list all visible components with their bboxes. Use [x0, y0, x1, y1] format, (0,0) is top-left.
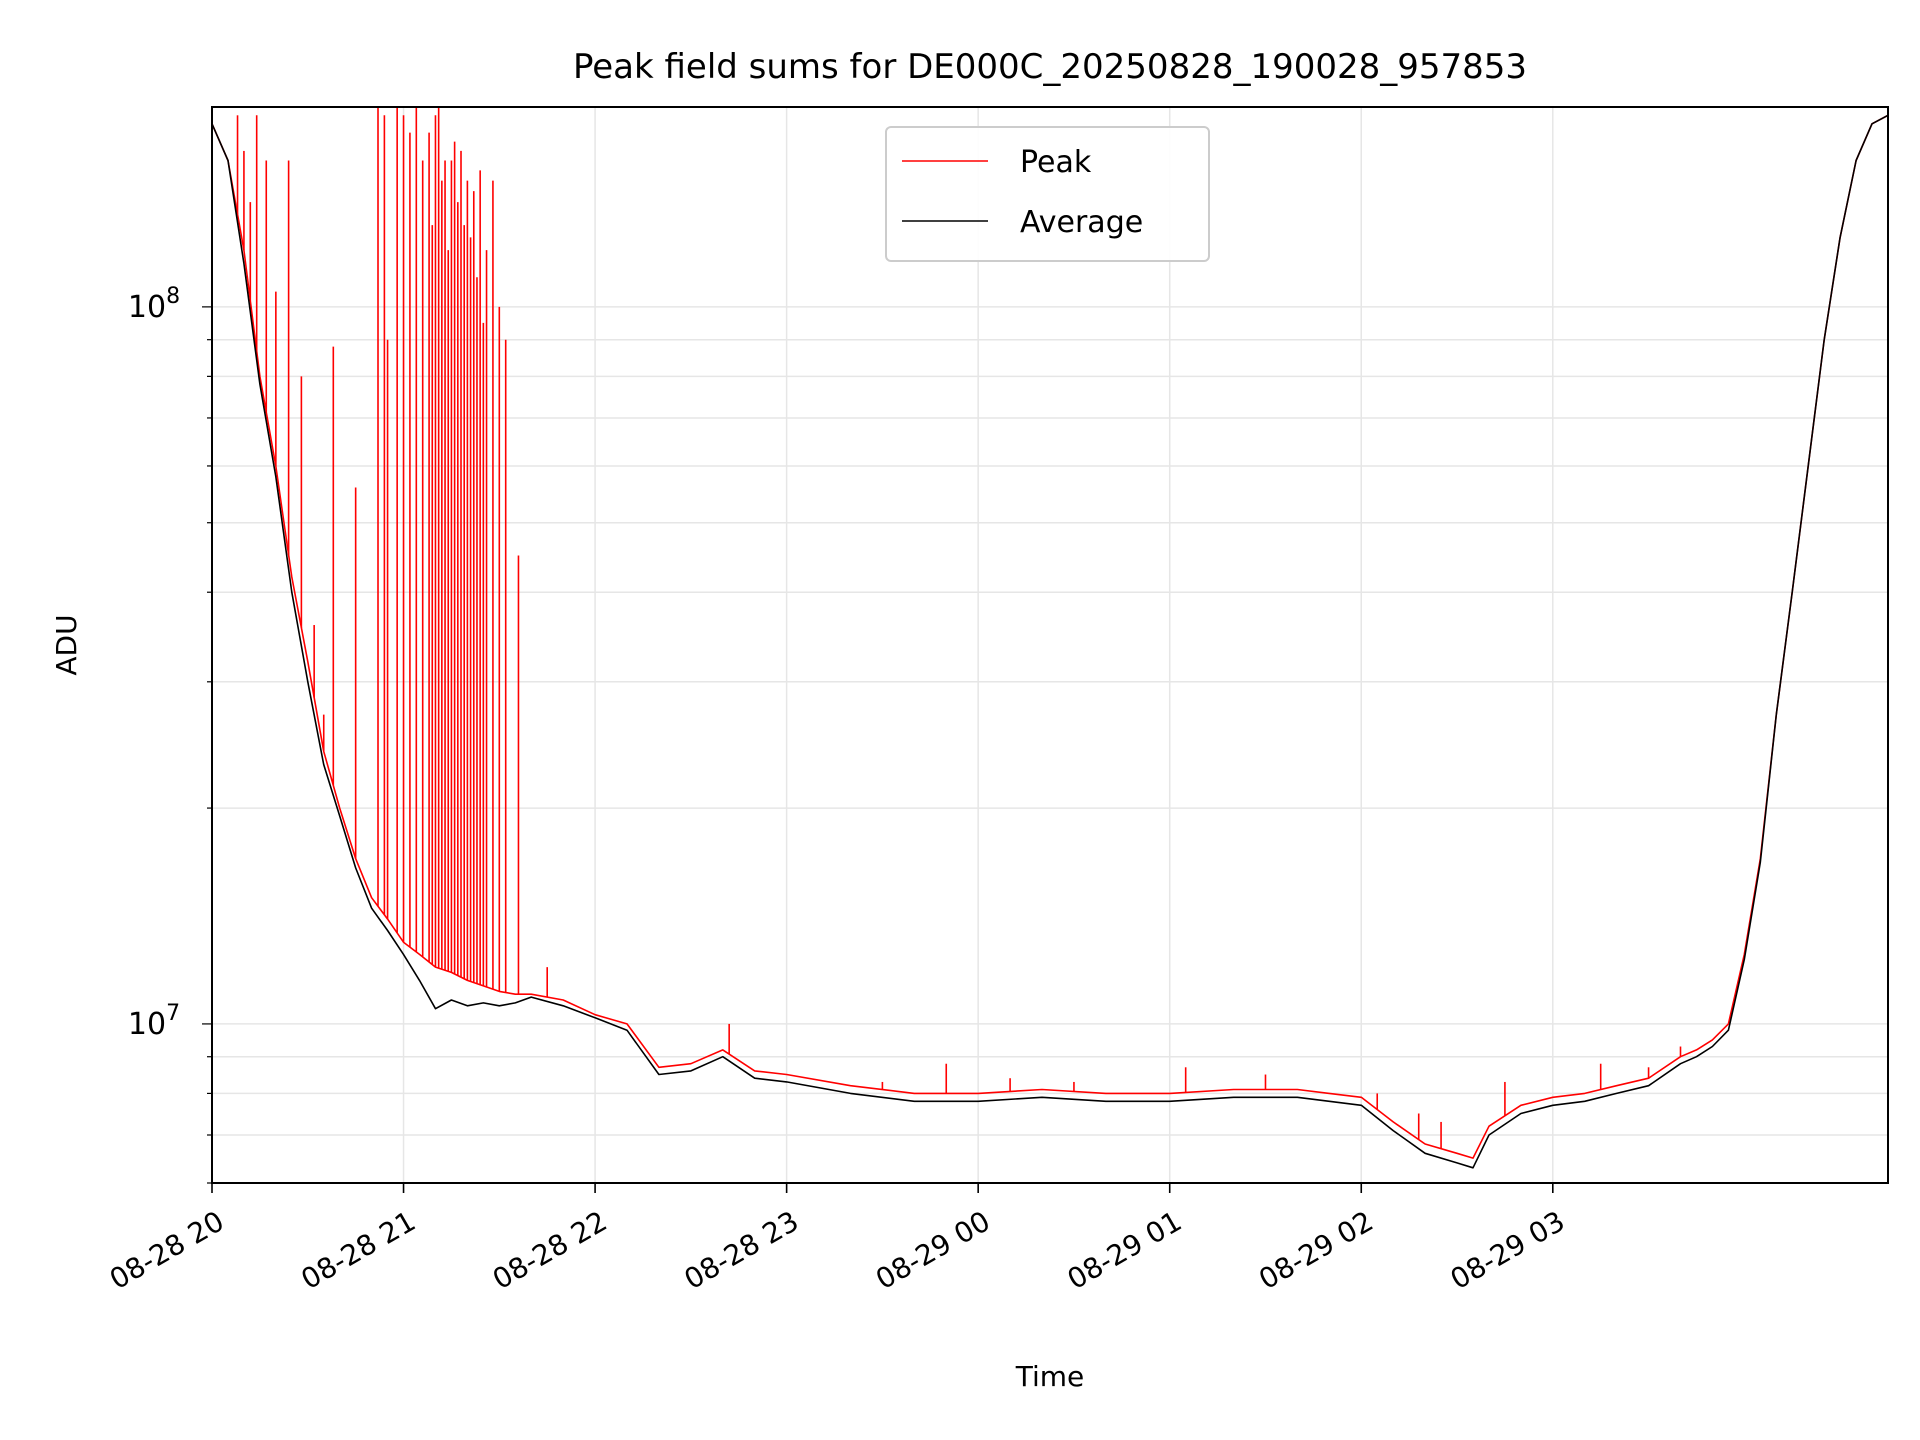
y-axis: 107 108: [128, 284, 212, 1184]
y-axis-label: ADU: [50, 614, 83, 675]
y-tick-label: 107: [128, 1001, 180, 1042]
y-tick-label: 108: [128, 284, 180, 325]
series-peak-line: [212, 114, 1888, 1159]
plot-area: [212, 107, 1888, 1169]
chart-title: Peak field sums for DE000C_20250828_1900…: [573, 47, 1527, 87]
legend-label-peak: Peak: [1020, 145, 1092, 180]
axes-frame: [211, 106, 1889, 1184]
series-group: [212, 107, 1888, 1169]
legend-label-average: Average: [1020, 205, 1143, 240]
legend: Peak Average: [885, 126, 1210, 262]
x-axis-label: Time: [1015, 1360, 1085, 1393]
series-average-line: [212, 114, 1888, 1169]
